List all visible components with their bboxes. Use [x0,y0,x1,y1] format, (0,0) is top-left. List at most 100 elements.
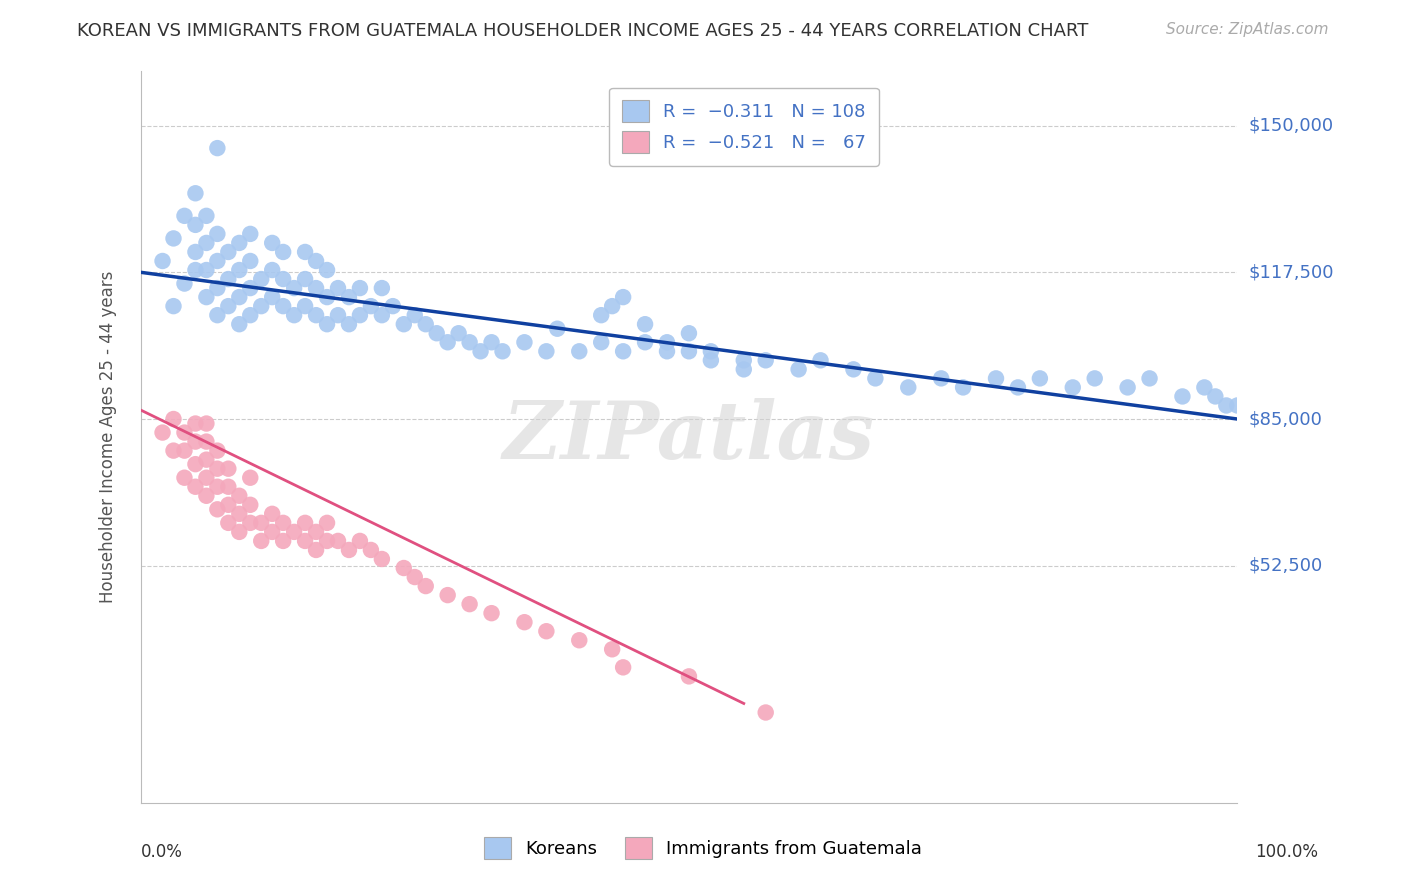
Point [481,606,503,620]
Point [173,277,195,291]
Point [612,290,634,304]
Point [184,434,207,449]
Point [207,254,229,268]
Point [305,308,328,322]
Point [733,362,755,376]
Point [634,317,657,331]
Point [184,218,207,232]
Point [162,443,184,458]
Point [162,412,184,426]
Text: $117,500: $117,500 [1249,263,1334,281]
Point [655,344,678,359]
Point [228,235,250,250]
Point [305,524,328,539]
Point [195,489,218,503]
Point [600,299,623,313]
Point [349,308,371,322]
Point [392,317,415,331]
Point [294,244,316,259]
Point [404,308,426,322]
Point [678,669,700,683]
Point [195,434,218,449]
Text: KOREAN VS IMMIGRANTS FROM GUATEMALA HOUSEHOLDER INCOME AGES 25 - 44 YEARS CORREL: KOREAN VS IMMIGRANTS FROM GUATEMALA HOUS… [77,22,1088,40]
Point [316,533,339,548]
Point [1084,371,1107,385]
Point [316,516,339,530]
Point [447,326,470,341]
Point [250,272,273,286]
Point [239,498,262,512]
Point [1116,380,1139,394]
Point [415,579,437,593]
Point [184,186,207,201]
Point [1215,399,1237,413]
Point [262,263,284,277]
Point [349,281,371,295]
Point [271,516,294,530]
Point [262,290,284,304]
Point [217,480,239,494]
Point [700,353,723,368]
Point [536,344,558,359]
Point [217,244,239,259]
Point [217,272,239,286]
Point [250,516,273,530]
Point [305,281,328,295]
Point [250,533,273,548]
Point [283,281,305,295]
Text: $150,000: $150,000 [1249,117,1333,135]
Point [929,371,952,385]
Point [305,254,328,268]
Y-axis label: Householder Income Ages 25 - 44 years: Householder Income Ages 25 - 44 years [98,271,117,603]
Point [337,543,360,558]
Point [678,344,700,359]
Point [271,299,294,313]
Legend: Koreans, Immigrants from Guatemala: Koreans, Immigrants from Guatemala [474,826,932,870]
Point [458,335,481,350]
Point [458,597,481,611]
Point [436,588,458,602]
Point [184,457,207,471]
Point [239,308,262,322]
Point [1204,389,1226,403]
Point [207,227,229,241]
Point [195,452,218,467]
Point [239,227,262,241]
Point [207,502,229,516]
Text: ZIPatlas: ZIPatlas [503,399,875,475]
Point [755,706,778,720]
Point [360,299,382,313]
Point [207,461,229,475]
Text: Source: ZipAtlas.com: Source: ZipAtlas.com [1166,22,1329,37]
Point [634,335,657,350]
Point [655,335,678,350]
Point [294,272,316,286]
Point [262,524,284,539]
Point [239,516,262,530]
Point [546,322,568,336]
Point [316,290,339,304]
Point [271,244,294,259]
Text: $52,500: $52,500 [1249,557,1323,574]
Point [294,533,316,548]
Point [228,489,250,503]
Point [700,344,723,359]
Point [612,344,634,359]
Point [326,533,349,548]
Point [239,281,262,295]
Point [897,380,920,394]
Point [184,263,207,277]
Point [1194,380,1216,394]
Point [1226,399,1249,413]
Point [173,209,195,223]
Point [591,335,613,350]
Point [755,353,778,368]
Point [195,235,218,250]
Point [1139,371,1161,385]
Point [195,471,218,485]
Point [678,326,700,341]
Point [173,443,195,458]
Point [787,362,810,376]
Point [371,308,394,322]
Point [316,263,339,277]
